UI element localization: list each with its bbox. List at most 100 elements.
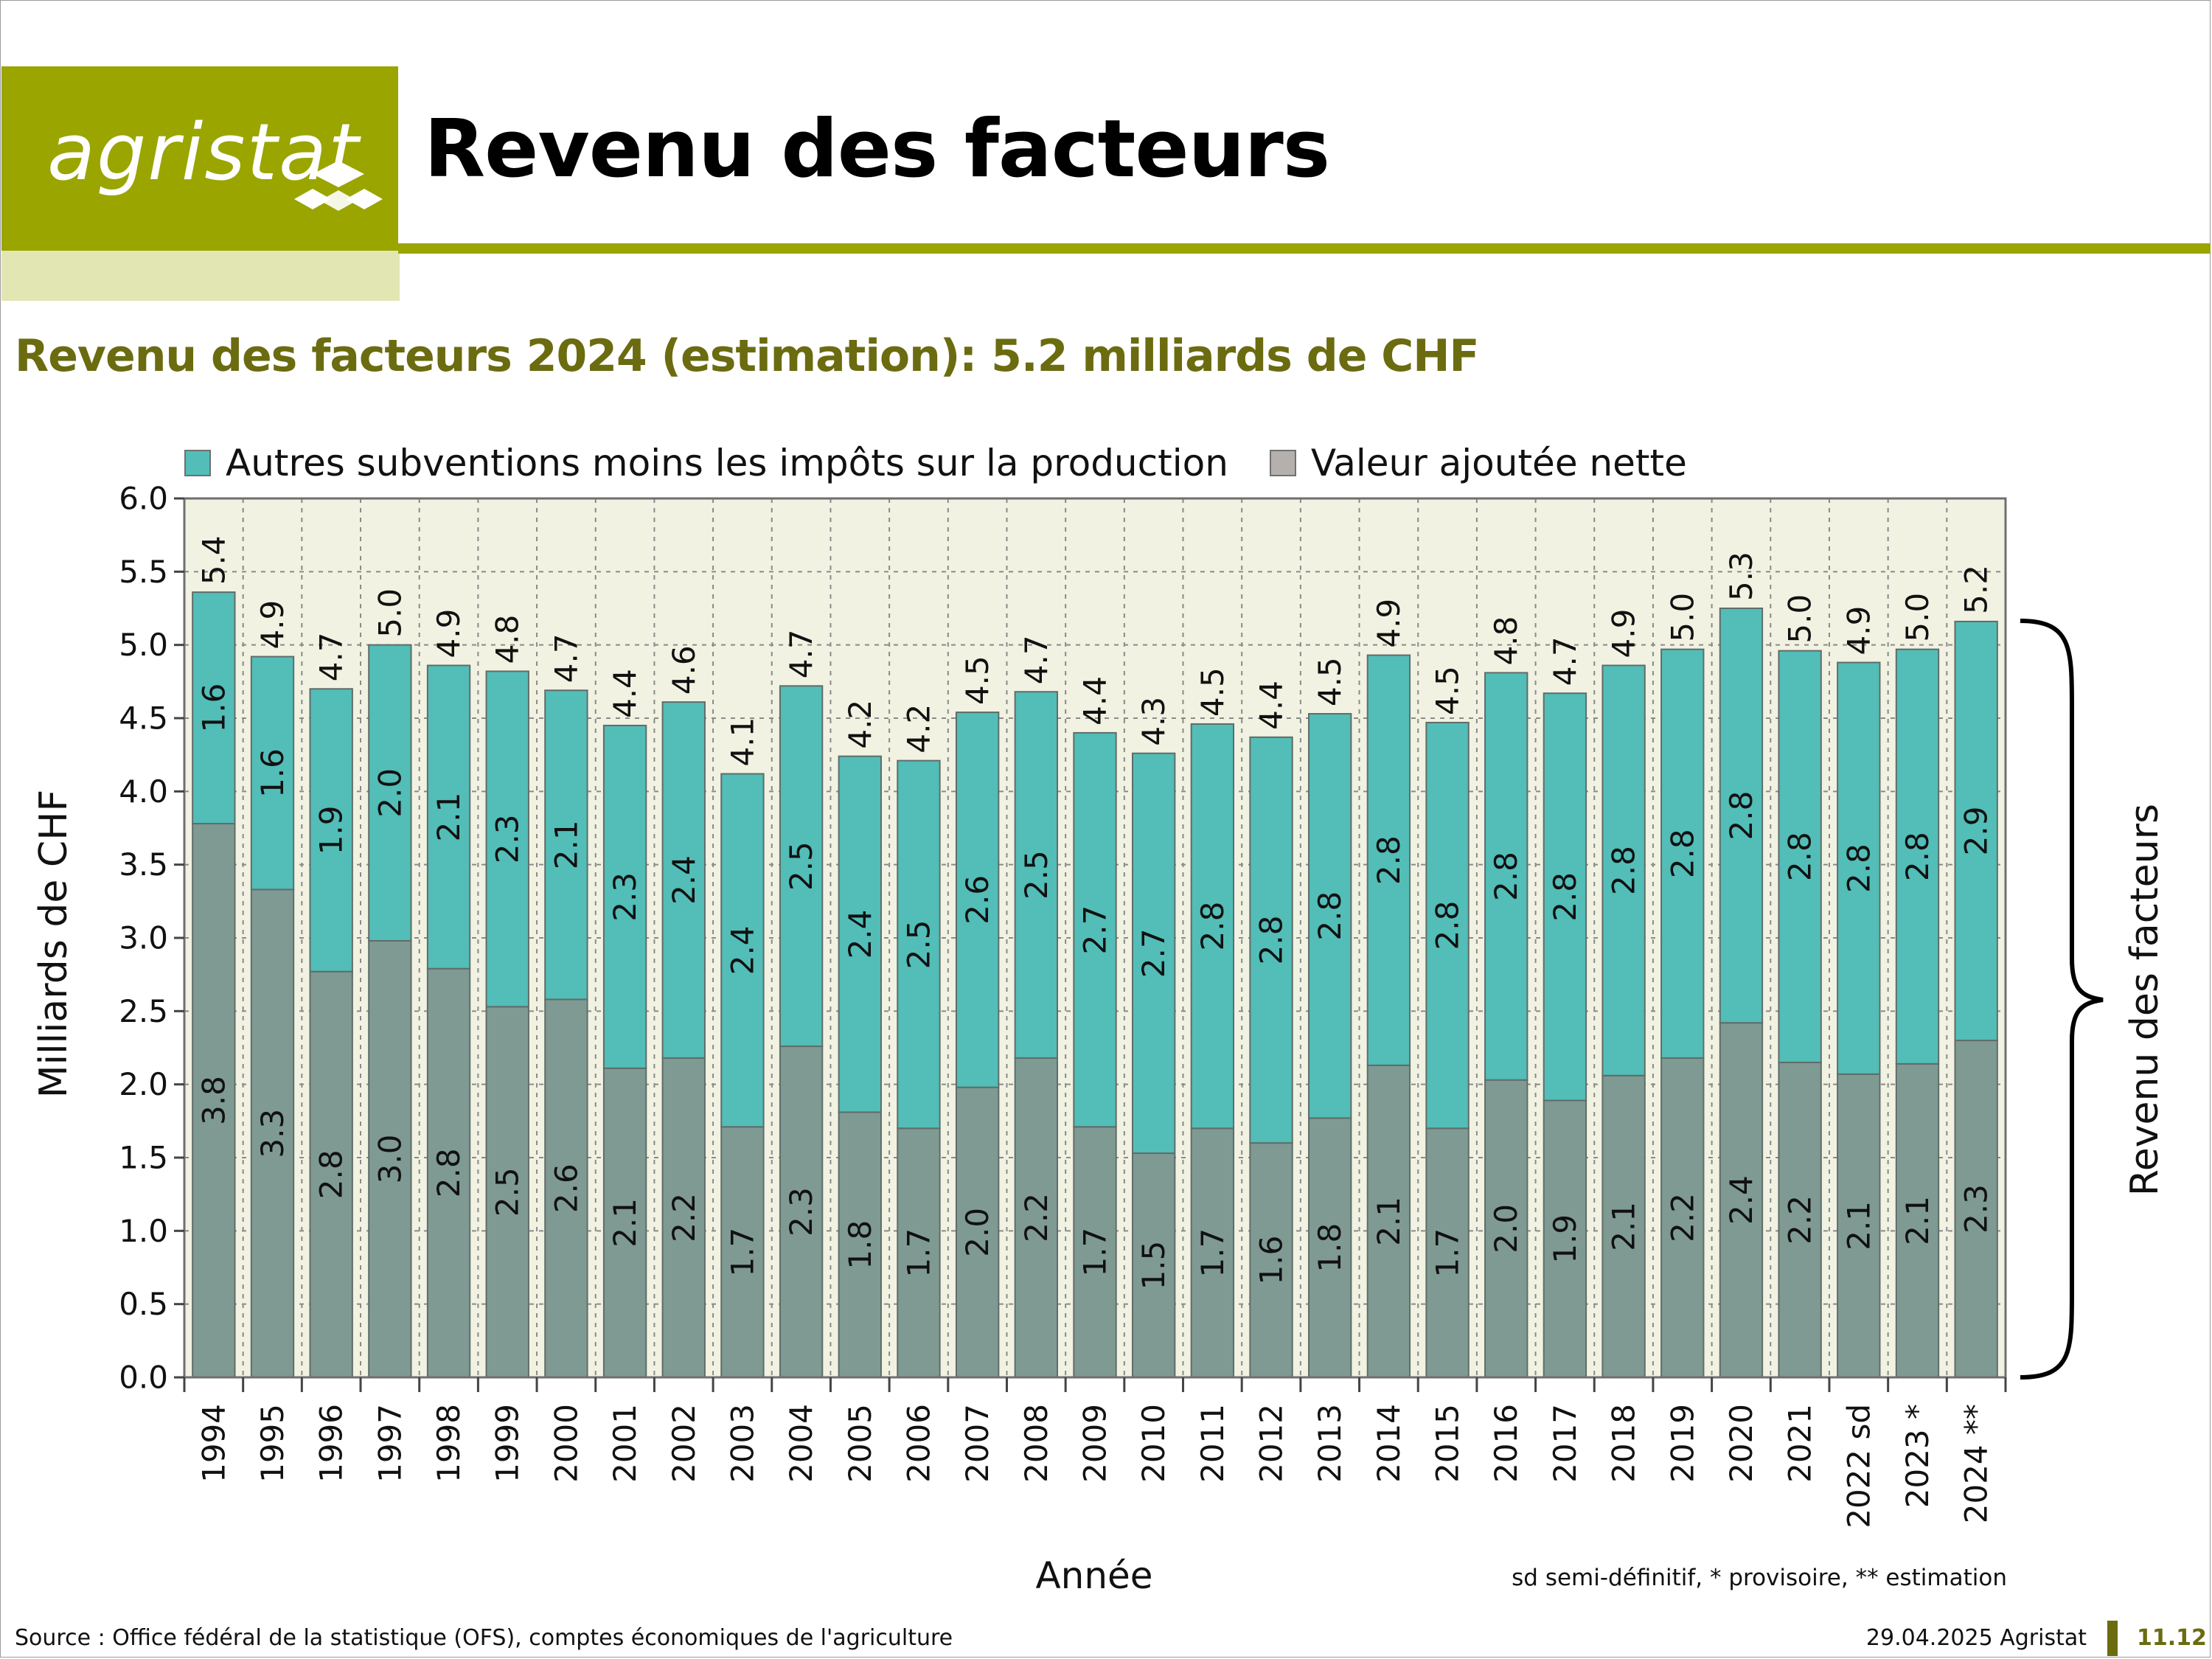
- data-label-other-subsidies: 2.8: [1547, 872, 1583, 922]
- bar-other-subsidies: [426, 664, 471, 970]
- bar-net-value-added: [838, 1111, 882, 1378]
- data-label-total: 4.4: [1253, 681, 1290, 730]
- data-label-total: 4.5: [1430, 666, 1466, 715]
- bar-net-value-added: [1837, 1073, 1881, 1378]
- data-label-total: 4.9: [1606, 609, 1642, 658]
- data-label-other-subsidies: 1.6: [195, 684, 232, 733]
- y-tick-label: 4.5: [119, 700, 168, 737]
- x-tick-label: 2002: [666, 1404, 702, 1483]
- data-label-other-subsidies: 2.5: [783, 841, 819, 891]
- data-label-other-subsidies: 2.8: [1371, 835, 1407, 885]
- data-label-net-value-added: 1.7: [1077, 1228, 1113, 1277]
- data-label-net-value-added: 1.8: [842, 1220, 878, 1270]
- x-tick-label: 2005: [842, 1404, 878, 1483]
- legend-swatch-subsidies: [184, 450, 211, 476]
- x-tick-label: 1996: [313, 1404, 349, 1483]
- legend-label-net-value-added: Valeur ajoutée nette: [1310, 442, 1687, 484]
- data-label-net-value-added: 2.1: [607, 1198, 643, 1248]
- x-tick-label: 2004: [783, 1404, 819, 1483]
- x-tick-label: 2001: [607, 1404, 643, 1483]
- data-label-net-value-added: 2.8: [313, 1150, 349, 1199]
- data-label-other-subsidies: 2.4: [666, 855, 702, 905]
- data-label-other-subsidies: 2.8: [1723, 791, 1759, 841]
- data-label-total: 5.0: [1782, 594, 1818, 644]
- data-label-total: 5.0: [1664, 593, 1700, 642]
- x-tick-label: 2011: [1194, 1404, 1231, 1483]
- data-label-net-value-added: 3.0: [372, 1135, 408, 1184]
- y-tick-label: 5.0: [119, 627, 168, 663]
- bar-other-subsidies: [1308, 713, 1352, 1119]
- data-label-total: 5.0: [1899, 593, 1935, 642]
- data-label-net-value-added: 1.7: [724, 1228, 760, 1277]
- data-label-other-subsidies: 1.9: [313, 806, 349, 855]
- data-label-net-value-added: 3.8: [195, 1076, 232, 1125]
- legend-label-subsidies: Autres subventions moins les impôts sur …: [226, 442, 1228, 484]
- bar-other-subsidies: [779, 685, 824, 1048]
- data-label-net-value-added: 2.6: [548, 1164, 584, 1213]
- bar-net-value-added: [426, 967, 471, 1378]
- data-label-net-value-added: 2.2: [1782, 1195, 1818, 1245]
- x-axis-title: Année: [1035, 1554, 1152, 1597]
- data-label-net-value-added: 2.3: [783, 1187, 819, 1237]
- source-note: Source : Office fédéral de la statistiqu…: [15, 1625, 953, 1651]
- x-tick-label: 1997: [372, 1404, 408, 1483]
- bar-net-value-added: [1190, 1127, 1235, 1379]
- data-label-total: 4.4: [607, 669, 643, 718]
- data-label-other-subsidies: 1.6: [254, 748, 291, 798]
- bar-other-subsidies: [602, 724, 647, 1069]
- bar-net-value-added: [1660, 1057, 1705, 1378]
- y-tick-label: 3.5: [119, 846, 168, 883]
- x-tick-label: 2007: [959, 1404, 995, 1483]
- data-label-total: 5.0: [372, 588, 408, 638]
- data-label-net-value-added: 3.3: [254, 1109, 291, 1158]
- data-label-other-subsidies: 2.8: [1312, 891, 1348, 941]
- x-tick-label: 2019: [1664, 1404, 1700, 1483]
- bar-net-value-added: [368, 939, 412, 1379]
- bar-other-subsidies: [1837, 661, 1881, 1075]
- data-label-other-subsidies: 2.8: [1606, 846, 1642, 895]
- data-label-other-subsidies: 2.7: [1077, 905, 1113, 955]
- data-label-total: 4.7: [783, 629, 819, 678]
- x-tick-label: 2008: [1018, 1404, 1054, 1483]
- x-tick-label: 2016: [1488, 1404, 1524, 1483]
- data-label-total: 4.2: [842, 700, 878, 749]
- x-tick-label: 1994: [195, 1404, 232, 1483]
- brace-shape: [2020, 619, 2104, 1380]
- x-tick-label: 2003: [724, 1404, 760, 1483]
- data-label-total: 4.9: [1840, 606, 1877, 655]
- data-label-other-subsidies: 2.3: [490, 815, 526, 864]
- data-label-other-subsidies: 2.1: [548, 820, 584, 869]
- bar-other-subsidies: [1425, 721, 1470, 1130]
- bar-other-subsidies: [955, 712, 1000, 1088]
- bar-other-subsidies: [1719, 608, 1764, 1024]
- bar-net-value-added: [897, 1127, 941, 1379]
- x-tick-label: 2010: [1135, 1404, 1172, 1483]
- data-label-other-subsidies: 2.0: [372, 768, 408, 818]
- x-tick-label: 2023 *: [1899, 1404, 1935, 1508]
- x-tick-label: 2024 **: [1958, 1404, 1994, 1523]
- data-label-total: 4.2: [900, 704, 936, 754]
- data-label-net-value-added: 2.5: [490, 1167, 526, 1217]
- data-label-total: 4.1: [724, 717, 760, 767]
- data-label-other-subsidies: 2.8: [1253, 916, 1290, 965]
- bar-other-subsidies: [1954, 620, 1998, 1042]
- data-label-other-subsidies: 2.8: [1488, 852, 1524, 901]
- bar-other-subsidies: [485, 670, 529, 1008]
- bar-other-subsidies: [1543, 692, 1587, 1102]
- y-tick-label: 2.0: [119, 1066, 168, 1102]
- footnote: sd semi-définitif, * provisoire, ** esti…: [1512, 1565, 2007, 1591]
- data-label-net-value-added: 1.6: [1253, 1236, 1290, 1285]
- data-label-other-subsidies: 2.9: [1958, 807, 1994, 856]
- data-label-total: 4.7: [548, 633, 584, 683]
- y-tick-label: 4.0: [119, 773, 168, 810]
- bar-other-subsidies: [1073, 731, 1117, 1128]
- legend-item-subsidies: Autres subventions moins les impôts sur …: [184, 442, 1228, 484]
- legend-swatch-net-value-added: [1269, 450, 1296, 476]
- x-tick-label: 2017: [1547, 1404, 1583, 1483]
- y-tick-label: 0.0: [119, 1360, 168, 1396]
- data-label-other-subsidies: 2.8: [1430, 901, 1466, 950]
- data-label-total: 4.3: [1135, 697, 1172, 746]
- footer-date: 29.04.2025 Agristat: [1865, 1625, 2087, 1651]
- x-tick-label: 2015: [1430, 1404, 1466, 1483]
